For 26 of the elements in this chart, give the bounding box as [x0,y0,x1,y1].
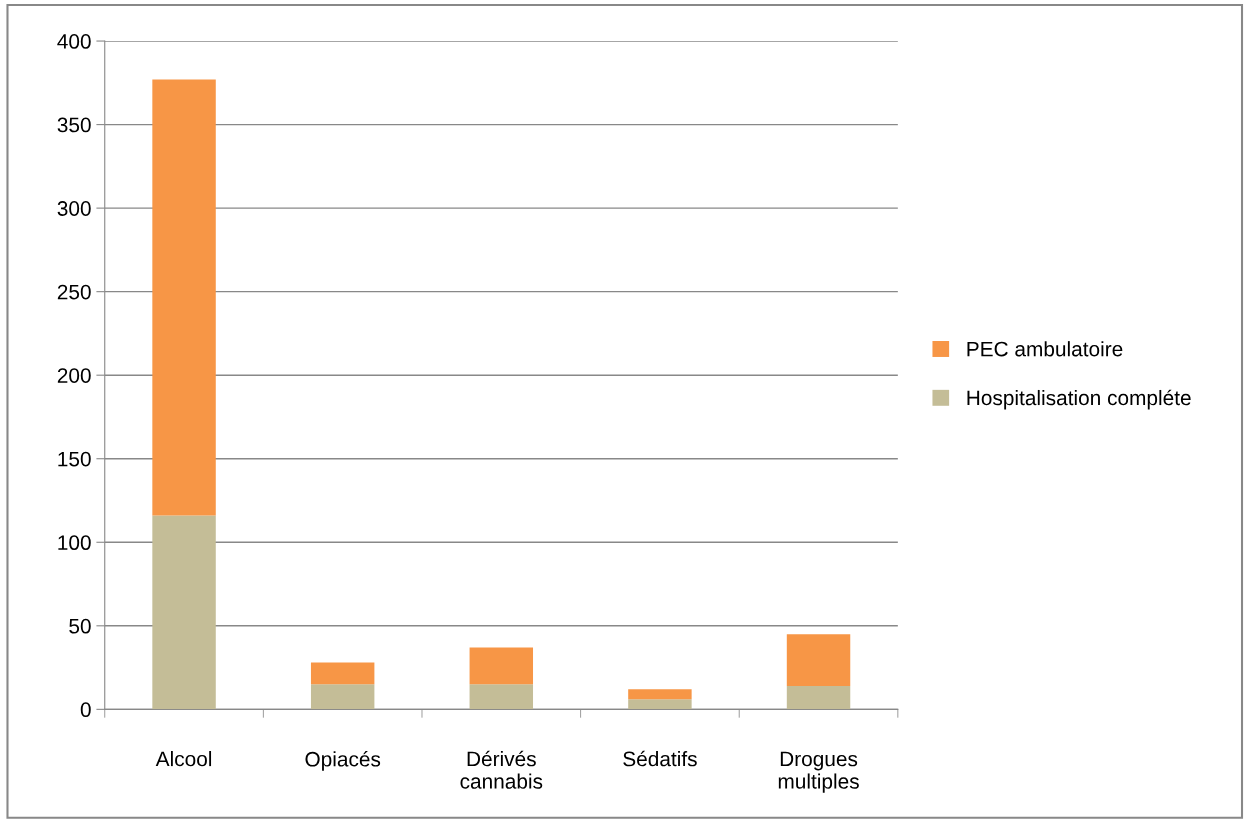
y-tick-label: 300 [57,201,91,216]
bar [469,684,534,710]
x-tick-label: Alcool [155,751,212,767]
y-tick-label: 250 [57,284,91,300]
legend-label: PEC ambulatoire [967,341,1123,357]
bar [310,684,375,710]
bar [786,685,851,710]
legend-label: Hospitalisation compléte [967,389,1191,410]
y-tick-label: 0 [80,702,91,718]
y-tick-label: 350 [57,117,91,133]
bar [628,689,692,700]
y-tick-label: 400 [57,34,91,49]
bar [152,79,216,516]
bar [152,515,216,710]
y-tick-label: 50 [69,618,91,634]
x-tick-label: Dérivés cannabis [460,750,543,789]
y-tick-label: 100 [58,535,91,551]
x-tick-label: Opiacés [305,751,381,771]
y-tick-label: 200 [57,368,91,383]
x-tick-label: Sédatifs [623,750,697,767]
y-tick-label: 150 [58,451,91,467]
bar [469,647,534,685]
x-tick-label: Drogues multiples [778,751,859,793]
bar [310,662,375,685]
bar [628,699,692,710]
bar [786,634,851,686]
